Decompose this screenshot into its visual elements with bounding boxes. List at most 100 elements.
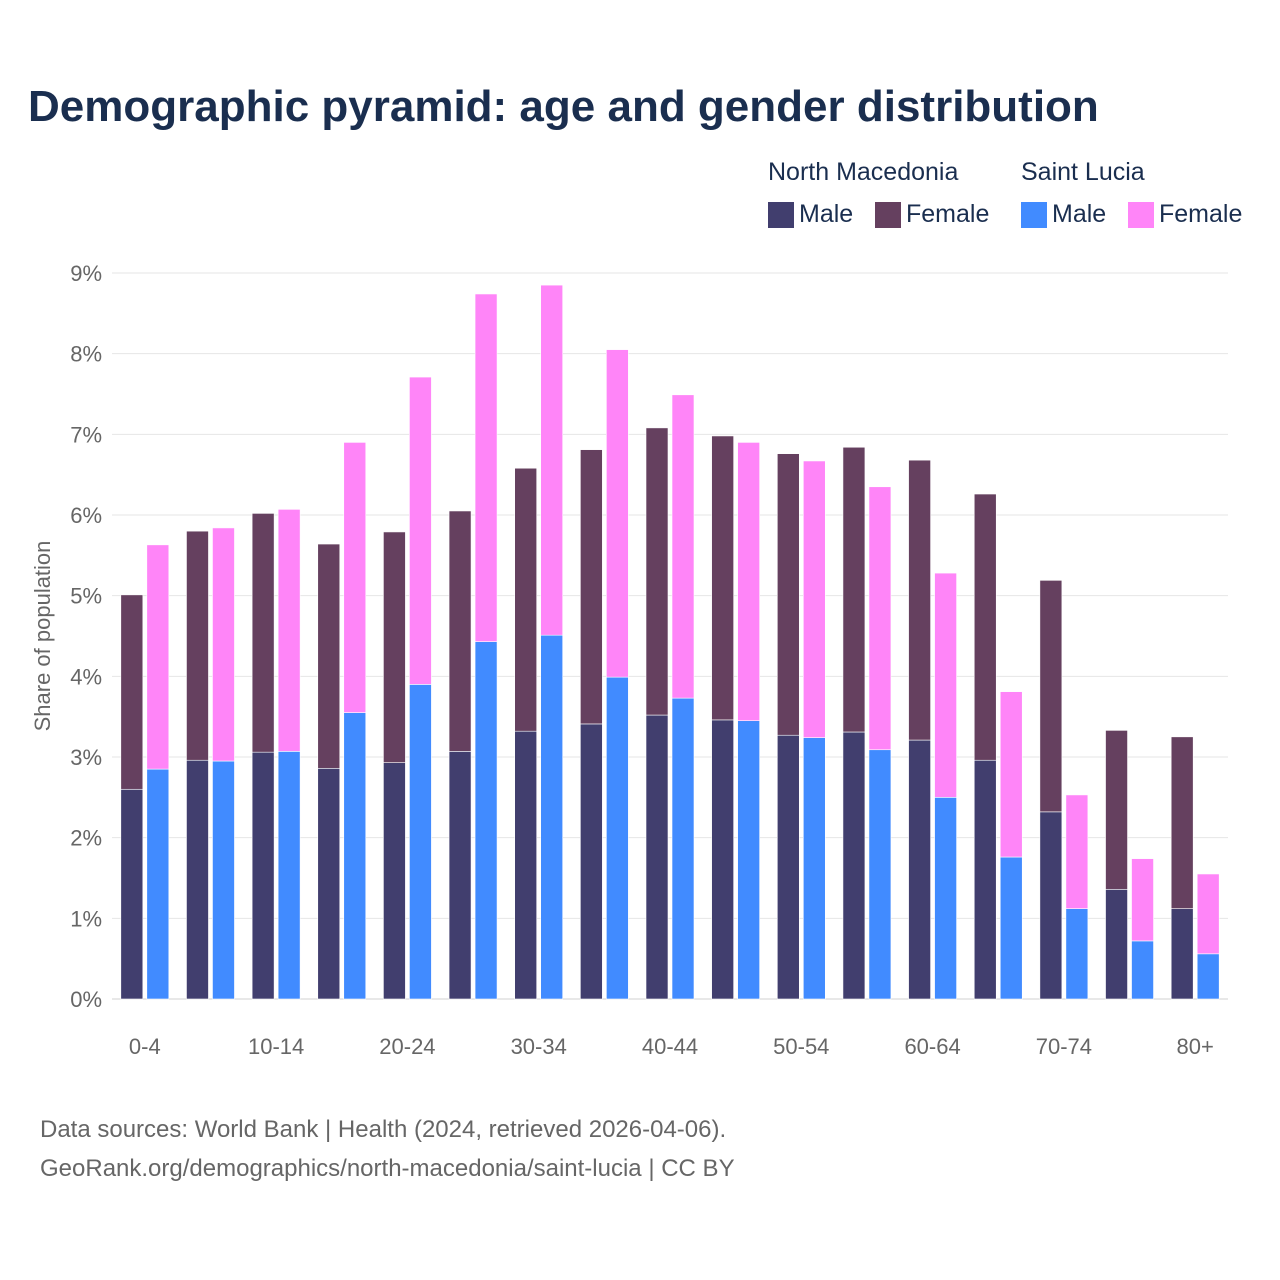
- bar-saint-lucia-female-60-64: [934, 572, 957, 798]
- bar-north-macedonia-male-45-49: [711, 719, 734, 1000]
- legend-swatch: [1021, 201, 1047, 228]
- bar-north-macedonia-female-60-64: [908, 459, 931, 741]
- x-tick-label: 20-24: [379, 1034, 435, 1059]
- bar-saint-lucia-female-0-4: [146, 544, 170, 770]
- legend-sl-female: Female: [1128, 200, 1242, 229]
- x-tick-label: 60-64: [904, 1034, 960, 1059]
- y-tick-label: 5%: [70, 584, 102, 609]
- bar-north-macedonia-male-60-64: [908, 739, 931, 1000]
- legend-swatch: [875, 201, 901, 228]
- chart-title: Demographic pyramid: age and gender dist…: [28, 82, 1099, 131]
- legend-sl-male: Male: [1021, 200, 1106, 229]
- bar-saint-lucia-female-30-34: [540, 284, 564, 636]
- legend-group-saint-lucia: Saint Lucia: [1021, 158, 1145, 186]
- bar-saint-lucia-male-10-14: [277, 751, 301, 1000]
- y-tick-label: 1%: [70, 906, 102, 931]
- legend-swatch: [1128, 201, 1154, 228]
- bar-saint-lucia-female-35-39: [606, 349, 629, 678]
- bar-north-macedonia-male-30-34: [514, 730, 538, 1000]
- footer-attribution: GeoRank.org/demographics/north-macedonia…: [40, 1155, 735, 1182]
- bar-saint-lucia-male-75-79: [1131, 940, 1154, 1000]
- bar-saint-lucia-female-25-29: [474, 293, 498, 642]
- y-tick-label: 6%: [70, 503, 102, 528]
- bar-saint-lucia-female-20-24: [409, 376, 432, 685]
- bar-saint-lucia-female-15-19: [343, 442, 367, 713]
- legend-swatch: [768, 201, 794, 228]
- legend-label: Male: [1052, 200, 1107, 228]
- bar-north-macedonia-male-65-69: [973, 759, 997, 1000]
- bar-north-macedonia-female-10-14: [251, 513, 275, 753]
- bar-north-macedonia-male-70-74: [1039, 811, 1063, 1000]
- bar-saint-lucia-male-5-9: [212, 760, 235, 1000]
- bar-north-macedonia-female-45-49: [711, 435, 734, 721]
- legend-nm-female: Female: [875, 200, 989, 229]
- bar-north-macedonia-female-20-24: [383, 531, 406, 763]
- legend-nm-male: Male: [768, 200, 853, 229]
- x-tick-label: 0-4: [129, 1034, 161, 1059]
- y-axis-label: Share of population: [30, 541, 55, 732]
- bar-saint-lucia-male-0-4: [146, 768, 170, 1000]
- bar-north-macedonia-female-55-59: [842, 446, 866, 733]
- legend-label: Female: [1159, 200, 1243, 228]
- x-tick-label: 40-44: [642, 1034, 698, 1059]
- bar-north-macedonia-female-5-9: [186, 530, 209, 761]
- bar-saint-lucia-female-70-74: [1065, 794, 1089, 909]
- bar-north-macedonia-male-10-14: [251, 751, 275, 1000]
- y-tick-label: 0%: [70, 987, 102, 1012]
- bar-saint-lucia-male-60-64: [934, 797, 957, 1000]
- bar-north-macedonia-female-50-54: [776, 453, 800, 736]
- bar-north-macedonia-female-0-4: [120, 594, 144, 790]
- bar-north-macedonia-female-30-34: [514, 467, 538, 732]
- bar-north-macedonia-female-75-79: [1105, 730, 1128, 890]
- bar-saint-lucia-female-40-44: [671, 394, 695, 699]
- bar-saint-lucia-female-55-59: [868, 486, 892, 751]
- y-tick-label: 3%: [70, 745, 102, 770]
- y-tick-label: 7%: [70, 422, 102, 447]
- bar-saint-lucia-female-45-49: [737, 442, 760, 721]
- bar-saint-lucia-male-50-54: [802, 737, 826, 1000]
- bar-saint-lucia-male-20-24: [409, 684, 432, 1000]
- x-tick-label: 10-14: [248, 1034, 304, 1059]
- x-tick-label: 70-74: [1036, 1034, 1092, 1059]
- bar-north-macedonia-female-40-44: [645, 427, 669, 716]
- bar-saint-lucia-female-50-54: [802, 460, 826, 738]
- bar-saint-lucia-male-55-59: [868, 749, 892, 1000]
- bar-north-macedonia-female-80+: [1170, 736, 1194, 909]
- x-tick-label: 80+: [1177, 1034, 1214, 1059]
- bar-north-macedonia-male-25-29: [448, 751, 472, 1000]
- bar-saint-lucia-male-45-49: [737, 720, 760, 1000]
- y-tick-label: 2%: [70, 826, 102, 851]
- bar-north-macedonia-female-35-39: [580, 449, 603, 725]
- bar-saint-lucia-male-15-19: [343, 712, 367, 1000]
- bar-saint-lucia-female-80+: [1196, 873, 1220, 955]
- bar-north-macedonia-female-25-29: [448, 510, 472, 752]
- bar-north-macedonia-male-0-4: [120, 788, 144, 1000]
- legend-group-north-macedonia: North Macedonia: [768, 158, 959, 186]
- bar-north-macedonia-male-35-39: [580, 723, 603, 1000]
- bar-saint-lucia-male-30-34: [540, 634, 564, 1000]
- bar-saint-lucia-male-65-69: [999, 856, 1023, 1000]
- bar-saint-lucia-female-5-9: [212, 527, 235, 762]
- legend-label: Male: [799, 200, 854, 228]
- bar-saint-lucia-female-10-14: [277, 509, 301, 752]
- bar-saint-lucia-male-80+: [1196, 953, 1220, 1000]
- y-tick-label: 9%: [70, 261, 102, 286]
- bar-north-macedonia-male-5-9: [186, 759, 209, 1000]
- bar-saint-lucia-male-25-29: [474, 641, 498, 1000]
- footer-sources: Data sources: World Bank | Health (2024,…: [40, 1116, 727, 1143]
- bar-north-macedonia-male-40-44: [645, 714, 669, 1000]
- x-tick-label: 30-34: [511, 1034, 567, 1059]
- bar-saint-lucia-female-65-69: [999, 691, 1023, 858]
- bar-north-macedonia-male-50-54: [776, 734, 800, 1000]
- bar-north-macedonia-male-20-24: [383, 762, 406, 1000]
- x-tick-label: 50-54: [773, 1034, 829, 1059]
- bar-north-macedonia-male-15-19: [317, 767, 341, 1000]
- bar-north-macedonia-male-80+: [1170, 908, 1194, 1000]
- bar-north-macedonia-female-15-19: [317, 543, 341, 769]
- bar-saint-lucia-female-75-79: [1131, 858, 1154, 942]
- y-tick-label: 8%: [70, 342, 102, 367]
- bar-north-macedonia-female-70-74: [1039, 580, 1063, 813]
- y-tick-label: 4%: [70, 664, 102, 689]
